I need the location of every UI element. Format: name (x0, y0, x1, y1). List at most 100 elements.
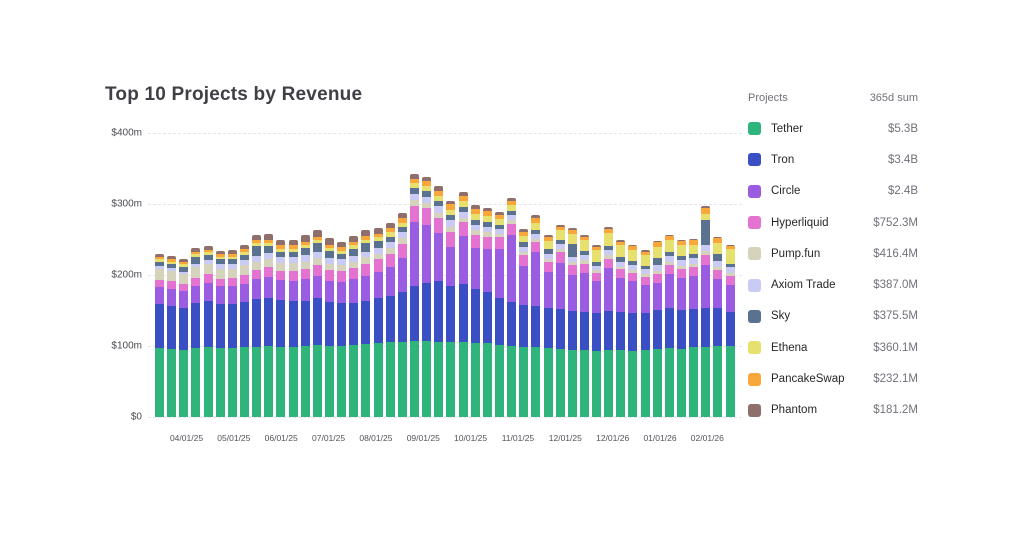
bar-segment-pump-fun[interactable] (434, 212, 444, 218)
bar-segment-tether[interactable] (519, 347, 529, 417)
bar-segment-pancakeswap[interactable] (373, 233, 383, 238)
bar-segment-hyperliquid[interactable] (312, 265, 322, 277)
bar-segment-sky[interactable] (482, 221, 492, 227)
bar-segment-pancakeswap[interactable] (179, 261, 189, 265)
bar-segment-phantom[interactable] (349, 236, 359, 242)
bar-segment-tether[interactable] (409, 341, 419, 417)
bar[interactable] (579, 234, 589, 417)
bar-segment-pancakeswap[interactable] (409, 178, 419, 184)
bar-segment-tether[interactable] (191, 348, 201, 417)
bar-segment-axiom-trade[interactable] (264, 253, 274, 259)
bar-segment-ethena[interactable] (203, 252, 213, 256)
bar-segment-pancakeswap[interactable] (725, 245, 735, 250)
legend-item-pancakeswap[interactable]: PancakeSwap $232.1M (748, 363, 918, 394)
bar-segment-tether[interactable] (167, 348, 177, 417)
bar-segment-pump-fun[interactable] (652, 270, 662, 275)
bar-segment-pancakeswap[interactable] (252, 239, 262, 244)
bar-segment-circle[interactable] (543, 272, 553, 308)
bar-segment-axiom-trade[interactable] (616, 261, 626, 267)
bar-segment-tron[interactable] (155, 304, 164, 349)
bar-segment-hyperliquid[interactable] (640, 277, 650, 285)
bar-segment-tether[interactable] (361, 343, 371, 417)
bar-segment-hyperliquid[interactable] (555, 252, 565, 263)
bar-segment-sky[interactable] (397, 226, 407, 233)
bar-segment-pancakeswap[interactable] (555, 226, 565, 231)
bar-segment-circle[interactable] (579, 272, 589, 312)
bar-segment-tether[interactable] (337, 346, 347, 417)
bar-segment-phantom[interactable] (191, 248, 201, 252)
bar-segment-tron[interactable] (555, 309, 565, 349)
bar-segment-sky[interactable] (446, 215, 456, 221)
bar-segment-hyperliquid[interactable] (579, 263, 589, 273)
bar[interactable] (519, 228, 529, 417)
bar-segment-sky[interactable] (604, 245, 614, 251)
bar[interactable] (422, 177, 432, 417)
bar[interactable] (628, 244, 638, 417)
bar-segment-tron[interactable] (276, 299, 286, 347)
bar-segment-circle[interactable] (373, 272, 383, 299)
bar-segment-pump-fun[interactable] (324, 263, 334, 271)
bar-segment-circle[interactable] (507, 234, 517, 302)
bar-segment-pancakeswap[interactable] (507, 200, 517, 205)
bar[interactable] (531, 215, 541, 417)
bar-segment-ethena[interactable] (519, 236, 529, 243)
bar-segment-axiom-trade[interactable] (361, 251, 371, 258)
bar-segment-pump-fun[interactable] (507, 220, 517, 224)
bar-segment-ethena[interactable] (276, 248, 286, 252)
bar[interactable] (361, 229, 371, 417)
bar-segment-pancakeswap[interactable] (713, 238, 723, 244)
bar-segment-hyperliquid[interactable] (179, 284, 189, 292)
bar-segment-tether[interactable] (288, 346, 298, 417)
bar-segment-tether[interactable] (252, 346, 262, 417)
bar-segment-sky[interactable] (677, 255, 687, 261)
bar-segment-tether[interactable] (494, 345, 504, 417)
bar-segment-phantom[interactable] (677, 239, 687, 241)
bar-segment-hyperliquid[interactable] (361, 263, 371, 276)
bar-segment-phantom[interactable] (604, 226, 614, 229)
bar-segment-ethena[interactable] (227, 256, 237, 259)
bar[interactable] (470, 205, 480, 417)
bar-segment-ethena[interactable] (337, 250, 347, 254)
bar-segment-circle[interactable] (288, 280, 298, 301)
bar-segment-tron[interactable] (409, 285, 419, 342)
bar-segment-pancakeswap[interactable] (652, 242, 662, 247)
bar-segment-sky[interactable] (239, 255, 249, 261)
bar-segment-axiom-trade[interactable] (640, 269, 650, 275)
bar-segment-pump-fun[interactable] (227, 268, 237, 278)
bar-segment-tether[interactable] (264, 346, 274, 417)
bar-segment-phantom[interactable] (397, 213, 407, 219)
bar-segment-axiom-trade[interactable] (555, 243, 565, 249)
bar-segment-axiom-trade[interactable] (579, 255, 589, 261)
bar-segment-axiom-trade[interactable] (567, 256, 577, 262)
bar-segment-pancakeswap[interactable] (701, 208, 711, 214)
bar-segment-tether[interactable] (713, 346, 723, 417)
bar-segment-phantom[interactable] (312, 229, 322, 237)
bar[interactable] (155, 253, 164, 417)
legend-item-circle[interactable]: Circle $2.4B (748, 176, 918, 207)
bar-segment-pancakeswap[interactable] (519, 231, 529, 236)
bar-segment-axiom-trade[interactable] (628, 265, 638, 271)
bar-segment-pancakeswap[interactable] (592, 246, 602, 251)
bar-segment-pump-fun[interactable] (689, 263, 699, 268)
bar-segment-pump-fun[interactable] (701, 250, 711, 256)
bar-segment-phantom[interactable] (689, 238, 699, 241)
bar-segment-tron[interactable] (616, 311, 626, 351)
bar-segment-pump-fun[interactable] (203, 264, 213, 275)
bar-segment-pump-fun[interactable] (409, 200, 419, 207)
bar-segment-ethena[interactable] (361, 239, 371, 244)
bar-segment-pump-fun[interactable] (167, 270, 177, 282)
bar-segment-hyperliquid[interactable] (264, 267, 274, 278)
bar-segment-axiom-trade[interactable] (677, 260, 687, 266)
bar-segment-hyperliquid[interactable] (300, 268, 310, 280)
bar-segment-tron[interactable] (252, 299, 262, 347)
bar-segment-ethena[interactable] (167, 261, 177, 264)
bar-segment-circle[interactable] (494, 248, 504, 299)
bar-segment-tether[interactable] (507, 346, 517, 417)
bar-segment-tron[interactable] (312, 298, 322, 346)
bar-segment-tether[interactable] (470, 343, 480, 417)
bar-segment-tron[interactable] (300, 300, 310, 346)
bar-segment-circle[interactable] (409, 221, 419, 286)
bar-segment-circle[interactable] (725, 284, 735, 312)
bar-segment-sky[interactable] (276, 251, 286, 258)
bar-segment-pump-fun[interactable] (179, 274, 189, 285)
